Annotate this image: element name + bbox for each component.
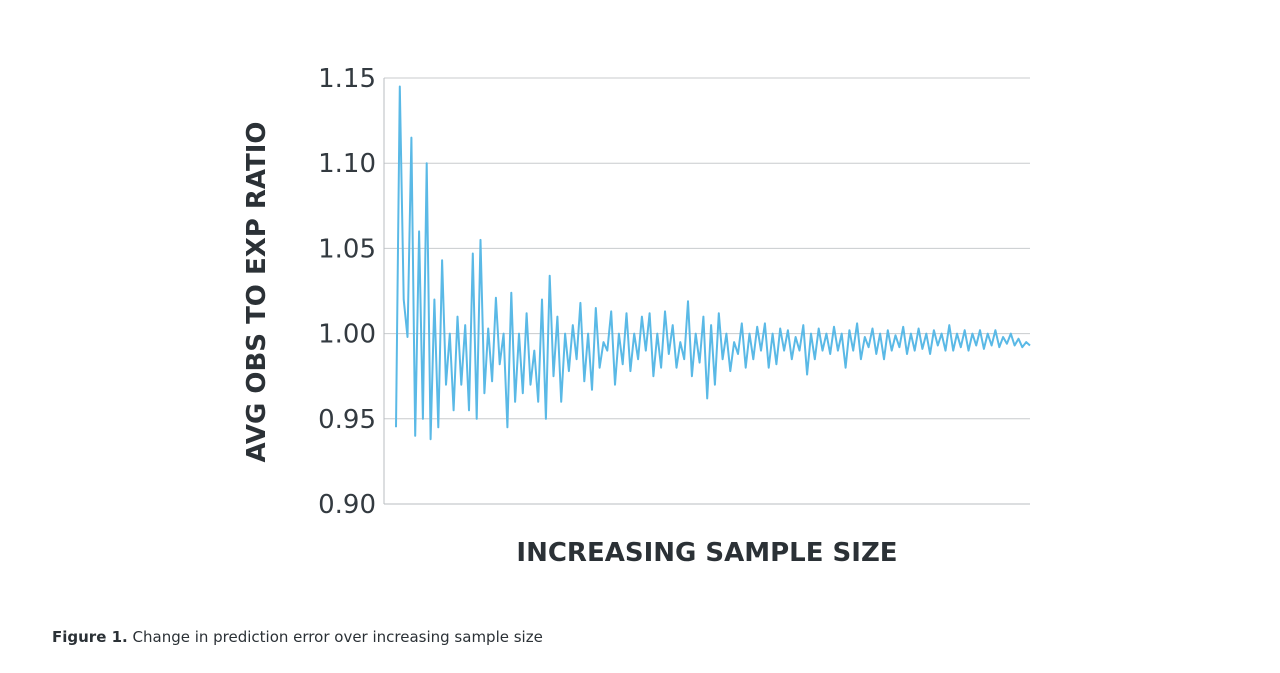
y-tick-label: 1.10 xyxy=(318,149,376,179)
y-tick-label: 1.15 xyxy=(318,64,376,94)
series-line-1 xyxy=(395,85,1031,441)
y-tick-label: 1.05 xyxy=(318,234,376,264)
gridlines xyxy=(384,77,1030,420)
caption-label: Figure 1. xyxy=(52,628,128,646)
y-axis-ticks: 0.90 0.95 1.00 1.05 1.10 1.15 xyxy=(318,64,376,520)
y-tick-label: 0.90 xyxy=(318,490,376,520)
figure-caption: Figure 1. Change in prediction error ove… xyxy=(52,628,543,646)
series-layer xyxy=(395,85,1031,441)
y-tick-label: 1.00 xyxy=(318,320,376,350)
y-axis-title: AVG OBS TO EXP RATIO xyxy=(242,121,272,462)
caption-text: Change in prediction error over increasi… xyxy=(132,628,543,646)
x-axis-title: INCREASING SAMPLE SIZE xyxy=(516,538,897,568)
y-tick-label: 0.95 xyxy=(318,405,376,435)
